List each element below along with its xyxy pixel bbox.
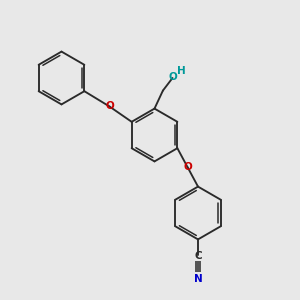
Text: O: O <box>184 162 193 172</box>
Text: N: N <box>194 274 202 284</box>
Text: O: O <box>169 71 178 82</box>
Text: C: C <box>194 250 202 261</box>
Text: O: O <box>106 101 115 111</box>
Text: H: H <box>177 66 186 76</box>
